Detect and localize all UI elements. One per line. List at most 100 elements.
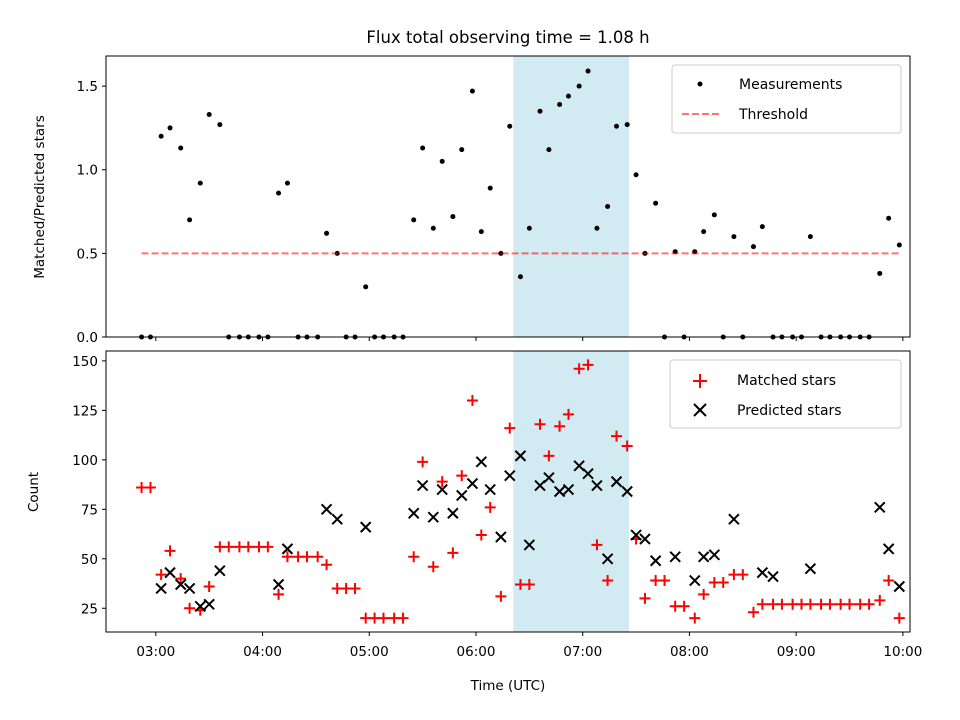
matched-star-point [377,612,389,624]
predicted-star-point [804,562,817,575]
measurement-point [430,225,436,231]
y-tick-label: 150 [72,354,98,370]
matched-star-point [349,582,361,594]
measurement-point [187,217,193,223]
matched-star-point [223,541,235,553]
measurement-point [324,230,330,236]
predicted-star-point [203,598,215,611]
matched-star-point [591,539,603,551]
observing-window-span [513,56,629,337]
matched-star-point [717,577,729,589]
top-legend-box [671,64,902,134]
measurement-point [459,147,465,153]
matched-star-point [562,408,574,420]
measurement-point [576,83,582,89]
matched-star-point [534,418,546,430]
measurement-point [197,180,203,186]
legend-predicted-marker [693,403,707,417]
bottom-plot-frame [105,350,911,633]
predicted-star-point [610,475,623,488]
predicted-star-point [416,479,429,492]
measurement-point [653,200,659,206]
measurement-point [276,190,282,196]
chart-title: Flux total observing time = 1.08 h [366,28,649,47]
matched-star-point [756,598,768,610]
matched-star-point [659,575,671,587]
predicted-star-point [456,489,468,502]
matched-star-point [436,476,448,488]
measurement-point [537,108,543,114]
matched-star-point [621,440,633,452]
predicted-star-point [874,501,886,514]
predicted-star-point [582,467,594,480]
legend-matched-label: Matched stars [737,373,836,389]
measurement-point [487,185,493,191]
measurement-point [633,172,639,178]
predicted-star-point [649,555,662,567]
bottom-panel: 03:00 04:00 05:00 06:00 07:00 08:00 09:00 10:00… [26,350,922,694]
measurement-point [411,217,417,223]
matched-star-point [698,588,710,600]
predicted-star-point [164,566,176,579]
measurement-point [478,229,484,235]
bottom-y-axis: 25 50 75 100 125 150 [72,354,106,617]
matched-star-point [175,573,187,585]
predicted-star-point [689,574,701,587]
legend-predicted-label: Predicted stars [737,403,842,419]
matched-star-point [184,602,196,614]
measurement-point [877,270,883,276]
y-tick-label: 0.0 [77,330,98,346]
predicted-star-point [272,578,285,591]
matched-star-point [689,612,701,624]
y-tick-label: 50 [81,552,98,568]
measurement-point [614,123,620,129]
matched-star-point [301,551,313,563]
bottom-plot-marks [136,359,906,624]
measurement-point [507,123,513,129]
x-tick-label: 05:00 [350,644,389,660]
matched-star-point [582,359,594,371]
x-tick-label: 10:00 [883,644,922,660]
predicted-star-point [495,531,507,543]
bottom-y-axis-label: Count [26,472,42,512]
measurement-point [167,125,173,131]
predicted-star-point [621,485,633,498]
measurement-point [469,88,475,94]
matched-star-point [737,569,749,581]
measurement-point [178,145,184,151]
y-tick-label: 75 [81,502,98,518]
x-tick-label: 03:00 [136,644,175,660]
y-tick-label: 100 [72,453,98,469]
predicted-star-point [543,471,555,484]
measurement-point [284,180,290,186]
y-tick-label: 1.5 [77,79,98,95]
predicted-star-point [767,570,779,583]
predicted-star-point [436,483,448,496]
matched-star-point [484,501,496,513]
predicted-star-point [331,513,343,525]
measurement-point [750,244,756,250]
measurement-point [807,234,813,240]
matched-star-point [863,598,875,610]
measurement-point [896,242,902,248]
bottom-x-axis: 03:00 04:00 05:00 06:00 07:00 08:00 09:00 10:00 [136,632,922,660]
measurement-point [450,214,456,220]
predicted-star-point [882,543,895,555]
measurement-point [565,93,571,99]
measurement-point [731,234,737,240]
legend-measurements-label: Measurements [739,77,842,93]
matched-star-point [554,420,566,432]
matched-star-point [273,588,285,600]
predicted-star-point [553,485,566,498]
measurement-point [517,274,523,280]
measurement-point [217,122,223,128]
matched-star-point [475,529,487,541]
top-legend: Measurements Threshold [671,64,902,134]
predicted-star-point [214,564,226,577]
y-tick-label: 125 [72,403,98,419]
matched-star-point [155,569,167,581]
matched-star-point [804,598,816,610]
predicted-star-point [175,578,187,591]
measurement-point [158,133,164,139]
matched-star-point [883,575,895,587]
